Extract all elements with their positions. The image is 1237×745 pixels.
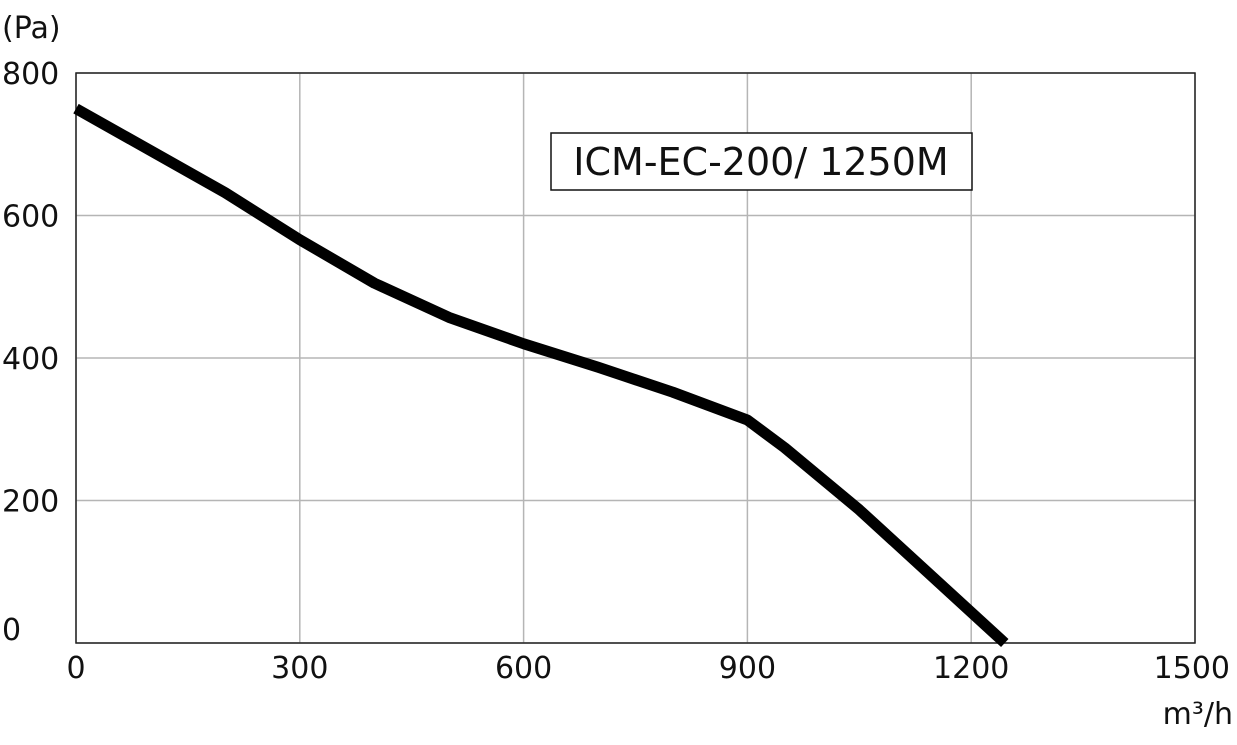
title-box xyxy=(550,132,973,191)
plot-frame xyxy=(75,72,1196,644)
x-tick-label: 0 xyxy=(66,651,85,686)
x-tick-label: 900 xyxy=(719,651,776,686)
y-tick-label: 200 xyxy=(2,485,59,520)
y-axis-label: (Pa) xyxy=(2,11,61,46)
y-tick-label: 400 xyxy=(2,342,59,377)
line-series xyxy=(73,103,1009,648)
x-tick-label: 1200 xyxy=(933,651,1009,686)
y-tick-label: 0 xyxy=(2,613,21,648)
y-tick-label: 800 xyxy=(2,57,59,92)
chart-title: ICM-EC-200/ 1250M xyxy=(573,140,948,184)
x-tick-label: 1500 xyxy=(1154,651,1230,686)
x-axis-label: m³/h xyxy=(1163,697,1233,732)
x-tick-label: 300 xyxy=(271,651,328,686)
y-tick-label: 600 xyxy=(2,200,59,235)
x-tick-label: 600 xyxy=(495,651,552,686)
